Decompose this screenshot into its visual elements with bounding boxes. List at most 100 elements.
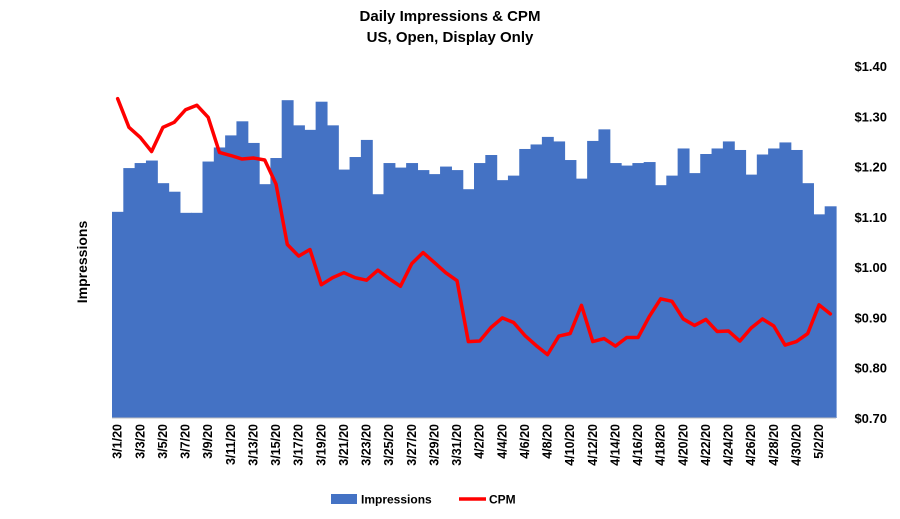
impressions-bar xyxy=(179,212,192,418)
y2-tick-labels: $1.40 $1.30 $1.20 $1.10 $1.00 $0.90 $0.80 $0.70 xyxy=(854,59,887,426)
impressions-bar xyxy=(587,140,600,418)
x-tick-label: 4/2/20 xyxy=(473,424,487,459)
impressions-bar xyxy=(541,136,554,418)
impressions-bar xyxy=(564,160,577,418)
impressions-bar xyxy=(507,175,520,418)
impressions-bar xyxy=(609,163,622,418)
impressions-bar xyxy=(372,194,385,418)
x-tick-label: 5/2/20 xyxy=(812,424,826,459)
impressions-bar xyxy=(202,161,215,419)
legend-cpm-label: CPM xyxy=(489,493,516,507)
x-tick-label: 4/16/20 xyxy=(631,424,645,466)
x-tick-label: 4/20/20 xyxy=(676,424,690,466)
legend-impressions-label: Impressions xyxy=(361,493,432,507)
y2-tick-label: $1.00 xyxy=(854,260,887,275)
impressions-bar xyxy=(643,162,656,418)
impressions-bar xyxy=(191,212,204,418)
impressions-bar xyxy=(417,170,430,418)
x-tick-label: 3/17/20 xyxy=(292,424,306,466)
impressions-bar xyxy=(632,163,645,418)
x-tick-label: 3/23/20 xyxy=(360,424,374,466)
x-tick-label: 4/24/20 xyxy=(722,424,736,466)
impressions-bar xyxy=(813,214,826,418)
y2-tick-label: $1.40 xyxy=(854,59,887,74)
impressions-bar xyxy=(530,144,543,418)
impressions-bar xyxy=(688,173,701,418)
x-tick-label: 4/12/20 xyxy=(586,424,600,466)
impressions-bar xyxy=(293,125,305,418)
impressions-bar xyxy=(428,174,441,418)
impressions-bar xyxy=(145,160,158,419)
impressions-bar xyxy=(383,163,396,418)
impressions-bar xyxy=(157,183,170,418)
x-tick-label: 3/13/20 xyxy=(246,424,260,466)
x-tick-label: 4/30/20 xyxy=(789,424,803,466)
impressions-bars xyxy=(112,100,837,419)
impressions-bar xyxy=(677,148,690,418)
x-tick-label: 4/28/20 xyxy=(767,424,781,466)
impressions-bar xyxy=(779,142,792,418)
impressions-bar xyxy=(722,141,735,418)
x-tick-label: 4/8/20 xyxy=(541,424,555,459)
x-tick-label: 3/9/20 xyxy=(201,424,215,459)
impressions-bar xyxy=(213,147,226,418)
x-tick-label: 3/7/20 xyxy=(179,424,193,459)
impressions-bar xyxy=(462,189,475,418)
x-tick-label: 3/21/20 xyxy=(337,424,351,466)
impressions-bar xyxy=(519,148,532,418)
x-tick-label: 3/15/20 xyxy=(269,424,283,466)
x-tick-label: 4/4/20 xyxy=(495,424,509,459)
impressions-bar xyxy=(225,135,238,418)
chart-subtitle: US, Open, Display Only xyxy=(366,29,534,46)
impressions-bar xyxy=(338,169,351,418)
x-tick-label: 4/26/20 xyxy=(744,424,758,466)
impressions-bar xyxy=(168,191,181,418)
impressions-bar xyxy=(711,148,724,418)
y2-tick-label: $0.70 xyxy=(854,411,887,426)
x-tick-label: 4/14/20 xyxy=(608,424,622,466)
impressions-bar xyxy=(134,163,147,418)
impressions-bar xyxy=(270,158,283,418)
x-tick-label: 3/1/20 xyxy=(111,424,125,459)
impressions-bar xyxy=(553,141,566,418)
impressions-bar xyxy=(394,167,407,418)
impressions-bar xyxy=(666,175,679,418)
impressions-bar xyxy=(304,129,317,419)
impressions-bar xyxy=(474,163,486,418)
impressions-bar xyxy=(326,125,339,418)
impressions-bar xyxy=(440,166,452,418)
impressions-bar xyxy=(236,121,249,418)
x-tick-label: 4/10/20 xyxy=(563,424,577,466)
chart-title: Daily Impressions & CPM US, Open, Displa… xyxy=(0,6,900,48)
impressions-bar xyxy=(734,149,747,419)
x-tick-label: 3/25/20 xyxy=(382,424,396,466)
x-tick-label: 3/29/20 xyxy=(427,424,441,466)
x-tick-label: 3/27/20 xyxy=(405,424,419,466)
impressions-bar xyxy=(790,149,803,419)
y2-tick-label: $1.10 xyxy=(854,210,887,225)
impressions-bar xyxy=(112,211,124,418)
x-tick-label: 3/31/20 xyxy=(450,424,464,466)
x-tick-label: 4/22/20 xyxy=(699,424,713,466)
impressions-bar xyxy=(496,180,509,418)
impressions-bar xyxy=(802,183,814,418)
impressions-bar xyxy=(621,165,633,418)
x-tick-label: 4/6/20 xyxy=(518,424,532,459)
chart-title-line1: Daily Impressions & CPM xyxy=(359,8,541,25)
legend-impressions-swatch xyxy=(331,494,357,504)
y2-tick-label: $0.90 xyxy=(854,310,887,325)
impressions-bar xyxy=(700,154,713,418)
y2-tick-label: $1.30 xyxy=(854,109,887,124)
impressions-bar xyxy=(485,155,498,418)
impressions-bar xyxy=(406,163,419,418)
impressions-bar xyxy=(768,148,781,418)
y2-tick-label: $1.20 xyxy=(854,160,887,175)
x-tick-label: 4/18/20 xyxy=(654,424,668,466)
impressions-bar xyxy=(281,100,294,418)
cpm-line xyxy=(115,96,833,357)
x-tick-label: 3/19/20 xyxy=(314,424,328,466)
impressions-bar xyxy=(247,142,260,418)
legend: Impressions CPM xyxy=(331,493,516,507)
impressions-bar xyxy=(756,154,769,418)
